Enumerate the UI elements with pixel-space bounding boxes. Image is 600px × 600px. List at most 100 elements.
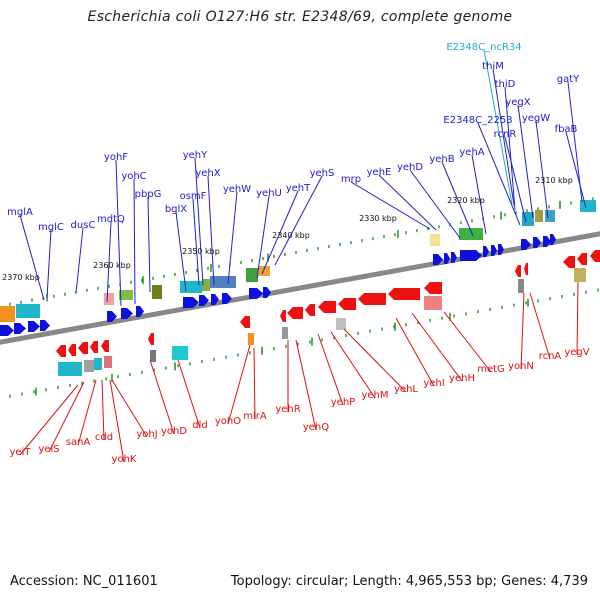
top-leader-line	[261, 190, 299, 275]
feature-box	[119, 290, 133, 300]
bottom-gene-label: yohK	[112, 454, 137, 465]
feature-box	[248, 333, 254, 345]
top-leader-line	[477, 122, 521, 226]
bottom-leader-line	[177, 359, 201, 429]
forward-gene-arrow	[121, 308, 133, 319]
bottom-gene-label: yegV	[564, 347, 589, 358]
feature-box	[84, 360, 94, 372]
forward-gene-arrow	[433, 254, 443, 265]
accession-text: Accession: NC_011601	[10, 574, 158, 589]
forward-gene-arrow	[550, 234, 556, 245]
forward-gene-arrow	[136, 306, 144, 317]
top-leader-line	[207, 175, 215, 286]
feature-box	[282, 327, 288, 339]
reverse-gene-arrow	[101, 340, 109, 352]
reverse-gene-arrow	[515, 265, 521, 277]
forward-gene-arrow	[199, 295, 209, 306]
top-gene-label: mrp	[341, 174, 361, 185]
top-leader-line	[75, 227, 84, 294]
bottom-gene-label: yehR	[275, 404, 300, 415]
top-gene-label: osmF	[180, 191, 207, 202]
kbp-label: 2320 kbp	[447, 196, 485, 205]
top-gene-label: rcnR	[494, 129, 517, 140]
feature-box	[172, 346, 188, 360]
forward-gene-arrow	[211, 294, 219, 305]
top-gene-label: yehD	[397, 162, 423, 173]
forward-gene-arrow	[491, 245, 497, 256]
top-leader-line	[106, 221, 112, 303]
forward-gene-arrow	[483, 246, 489, 257]
genome-stats-text: Topology: circular; Length: 4,965,553 bp…	[230, 574, 588, 589]
top-leader-line	[535, 120, 549, 219]
bottom-leader-line	[529, 292, 551, 360]
feature-box	[258, 266, 270, 276]
top-leader-line	[565, 131, 587, 209]
feature-box	[16, 304, 40, 318]
top-gene-label: pbpG	[135, 189, 162, 200]
top-leader-line	[274, 175, 323, 266]
top-gene-label: yehS	[310, 168, 335, 179]
top-gene-label: yehT	[286, 183, 311, 194]
top-gene-label: yohF	[104, 152, 128, 163]
reverse-gene-arrow	[358, 293, 386, 305]
reverse-gene-arrow	[563, 256, 575, 268]
bottom-gene-label: yehI	[423, 378, 444, 389]
bottom-leader-line	[395, 317, 435, 387]
top-gene-label: fbaB	[555, 124, 578, 135]
feature-box	[535, 210, 543, 222]
bottom-leader-line	[101, 379, 105, 441]
top-leader-line	[227, 191, 238, 285]
reverse-gene-arrow	[577, 253, 587, 265]
feature-box	[58, 362, 82, 376]
bottom-leader-line	[77, 379, 97, 446]
reverse-gene-arrow	[90, 341, 98, 353]
top-leader-line	[194, 157, 204, 286]
forward-gene-arrow	[263, 287, 271, 298]
feature-box	[336, 318, 346, 330]
kbp-label: 2370 kbp	[2, 273, 40, 282]
kbp-label: 2340 kbp	[272, 231, 310, 240]
bottom-gene-label: dld	[192, 420, 207, 431]
label-leader-lines	[19, 49, 587, 463]
forward-gene-arrow	[451, 252, 457, 263]
bottom-leader-line	[109, 379, 125, 463]
bottom-gene-label: yohO	[215, 416, 241, 427]
top-gene-label: thiD	[495, 79, 516, 90]
top-gene-label: yehE	[367, 167, 392, 178]
top-gene-label: thiM	[482, 61, 504, 72]
top-gene-label: gatY	[557, 74, 580, 85]
bottom-gene-label: yohD	[161, 426, 187, 437]
forward-gene-arrow	[533, 237, 541, 248]
bottom-gene-label: rcnA	[539, 351, 562, 362]
bottom-leader-line	[111, 379, 148, 438]
gene-features	[0, 200, 600, 376]
forward-gene-arrow	[183, 297, 199, 308]
bottom-gene-label: yeiT	[10, 447, 32, 458]
bottom-leader-line	[343, 328, 407, 393]
reverse-gene-arrow	[240, 316, 250, 328]
forward-gene-arrow	[543, 236, 551, 247]
reverse-gene-arrow	[388, 288, 420, 300]
reverse-gene-arrow	[280, 310, 286, 322]
top-leader-line	[441, 161, 474, 237]
top-leader-line	[409, 169, 461, 239]
bottom-leader-line	[48, 381, 85, 453]
feature-box	[104, 356, 112, 368]
forward-gene-arrow	[107, 311, 117, 322]
forward-gene-arrow	[0, 325, 14, 336]
feature-box	[580, 200, 596, 212]
top-leader-line	[378, 174, 437, 231]
top-gene-label: mglA	[7, 207, 33, 218]
reverse-gene-arrow	[56, 345, 66, 357]
forward-gene-arrow	[14, 323, 26, 334]
feature-box	[518, 279, 524, 293]
reverse-gene-arrow	[318, 301, 336, 313]
bottom-gene-label: yehH	[449, 373, 475, 384]
genome-backbone	[0, 231, 600, 345]
reverse-gene-arrow	[305, 304, 315, 316]
forward-gene-arrow	[222, 293, 232, 304]
top-gene-label: E2348C_ncR34	[446, 42, 521, 53]
top-leader-line	[19, 214, 45, 301]
top-leader-line	[256, 195, 270, 279]
